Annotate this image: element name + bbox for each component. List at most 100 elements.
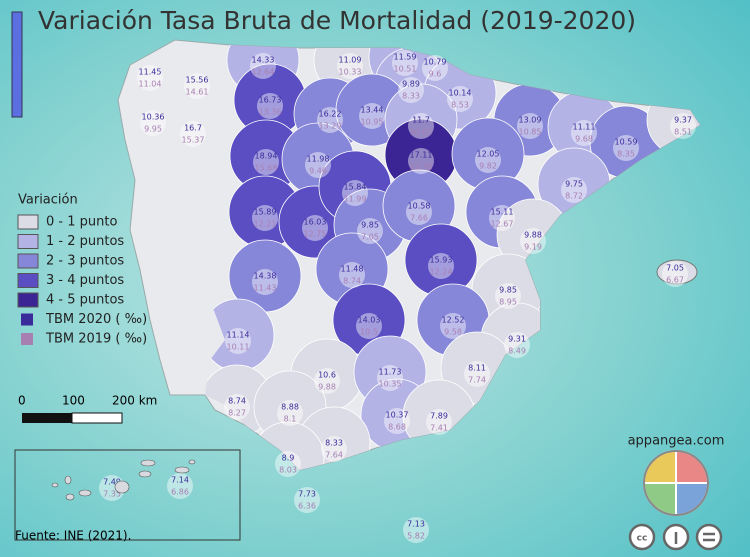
label-bubble xyxy=(252,205,278,231)
tbm-2019: 11.43 xyxy=(254,284,277,293)
tbm-2019: 13.29 xyxy=(319,122,342,131)
tbm-2019: 14.61 xyxy=(186,88,209,97)
scale-label: 0 xyxy=(18,394,26,408)
label-bubble xyxy=(426,409,452,435)
tbm-2019: 9.88 xyxy=(318,383,336,392)
tbm-2020: 9.37 xyxy=(674,116,692,125)
tbm-2019: 13.36 xyxy=(259,108,282,117)
tbm-2020: 15.84 xyxy=(344,183,367,192)
tbm-2020: 15.93 xyxy=(430,256,453,265)
tbm-2019: 10.11 xyxy=(227,343,250,352)
tbm-2019: 12.75 xyxy=(304,230,327,239)
tbm-2019: 10.35 xyxy=(379,380,402,389)
tbm-2020: 7.05 xyxy=(666,264,684,273)
tbm-2020: 11.45 xyxy=(139,68,162,77)
tbm-2020: 12.05 xyxy=(477,150,500,159)
tbm-2019: 8.68 xyxy=(388,423,406,432)
tbm-2020: 11.14 xyxy=(227,331,250,340)
tbm-2020: 13.09 xyxy=(519,116,542,125)
province-labels: 11.45 11.04 15.56 14.61 14.33 12.64 11.09 10.33… xyxy=(99,50,698,543)
tbm-2019: 8.95 xyxy=(499,298,517,307)
legend-label: TBM 2019 ( ‰) xyxy=(45,332,147,347)
label-bubble xyxy=(408,148,434,174)
label-bubble xyxy=(489,205,515,231)
label-bubble xyxy=(504,332,530,358)
tbm-2020: 11.98 xyxy=(307,155,330,164)
tbm-2019: 12.78 xyxy=(410,163,433,172)
label-bubble xyxy=(275,451,301,477)
tbm-2019: 9.95 xyxy=(144,125,162,134)
label-bubble xyxy=(447,86,473,112)
label-bubble xyxy=(406,199,432,225)
tbm-2019: 5.82 xyxy=(407,532,425,541)
tbm-2020: 8.33 xyxy=(325,439,343,448)
tbm-2020: 8.88 xyxy=(281,403,299,412)
canarias-inset xyxy=(14,449,241,541)
tbm-2019: 7.66 xyxy=(410,214,428,223)
tbm-2020: 10.36 xyxy=(142,113,165,122)
label-bubble xyxy=(571,120,597,146)
tbm-2019: 11.99 xyxy=(344,195,367,204)
tbm-2019: 9.82 xyxy=(479,162,497,171)
tbm-2020: 9.89 xyxy=(402,80,420,89)
tbm-2020: 16.22 xyxy=(319,110,342,119)
tbm-2019: 7.41 xyxy=(430,424,448,433)
legend-label: 0 - 1 punto xyxy=(46,215,117,230)
tbm-2020: 11.48 xyxy=(341,265,364,274)
label-bubble xyxy=(398,77,424,103)
islands xyxy=(51,459,196,501)
label-bubble xyxy=(520,228,546,254)
label-bubble xyxy=(495,283,521,309)
legend-swatch xyxy=(21,313,33,326)
tbm-2020: 16.03 xyxy=(304,218,327,227)
tbm-2020: 11.7 xyxy=(412,116,430,125)
cc-icon: cc xyxy=(637,534,648,544)
tbm-2020: 10.6 xyxy=(318,371,336,380)
tbm-2020: 7.13 xyxy=(407,520,425,529)
label-bubble xyxy=(180,121,206,147)
legend: 0 - 1 punto 1 - 2 puntos 2 - 3 puntos 3 - 4… xyxy=(17,214,147,347)
legend-label: 3 - 4 puntos xyxy=(46,273,124,288)
license-icons xyxy=(628,523,723,551)
tbm-2019: 8.74 xyxy=(343,277,361,286)
tbm-2020: 14.38 xyxy=(254,272,277,281)
tbm-2019: 8.27 xyxy=(228,409,246,418)
tbm-2019: 8.72 xyxy=(565,192,583,201)
tbm-2020: 17.11 xyxy=(410,151,433,160)
tbm-2020: 18.94 xyxy=(255,152,278,161)
tbm-2020: 10.14 xyxy=(449,89,472,98)
label-bubble xyxy=(339,262,365,288)
tbm-2020: 15.89 xyxy=(254,208,277,217)
label-bubble xyxy=(314,368,340,394)
tbm-2020: 7.14 xyxy=(171,476,189,485)
tbm-2019: 7.64 xyxy=(325,451,343,460)
scale-label: 100 xyxy=(62,394,85,408)
tbm-2019: 15.68 xyxy=(255,164,278,173)
tbm-2019: 11.04 xyxy=(139,80,162,89)
tbm-2019: 9.6 xyxy=(429,70,442,79)
tbm-2020: 11.11 xyxy=(573,123,596,132)
tbm-2020: 7.73 xyxy=(298,490,316,499)
label-bubble xyxy=(294,487,320,513)
label-bubble xyxy=(252,269,278,295)
tbm-2020: 11.09 xyxy=(339,56,362,65)
tbm-2020: 14.33 xyxy=(252,56,275,65)
tbm-2019: 12.24 xyxy=(430,268,453,277)
legend-swatch xyxy=(17,292,39,308)
label-bubble xyxy=(384,408,410,434)
legend-label: 4 - 5 puntos xyxy=(46,293,124,308)
scale-label: 200 km xyxy=(112,394,157,408)
legend-label: TBM 2020 ( ‰) xyxy=(45,312,147,327)
tbm-2019: 8.49 xyxy=(508,347,526,356)
tbm-2020: 10.58 xyxy=(408,202,431,211)
tbm-2020: 10.59 xyxy=(615,138,638,147)
tbm-2020: 9.31 xyxy=(508,335,526,344)
label-bubble xyxy=(337,53,363,79)
tbm-2020: 9.75 xyxy=(565,180,583,189)
label-bubble xyxy=(250,53,276,79)
tbm-2020: 10.37 xyxy=(386,411,409,420)
legend-swatch xyxy=(17,253,39,269)
tbm-2019: 10.33 xyxy=(339,68,362,77)
province-fill xyxy=(656,259,698,285)
label-bubble xyxy=(184,73,210,99)
